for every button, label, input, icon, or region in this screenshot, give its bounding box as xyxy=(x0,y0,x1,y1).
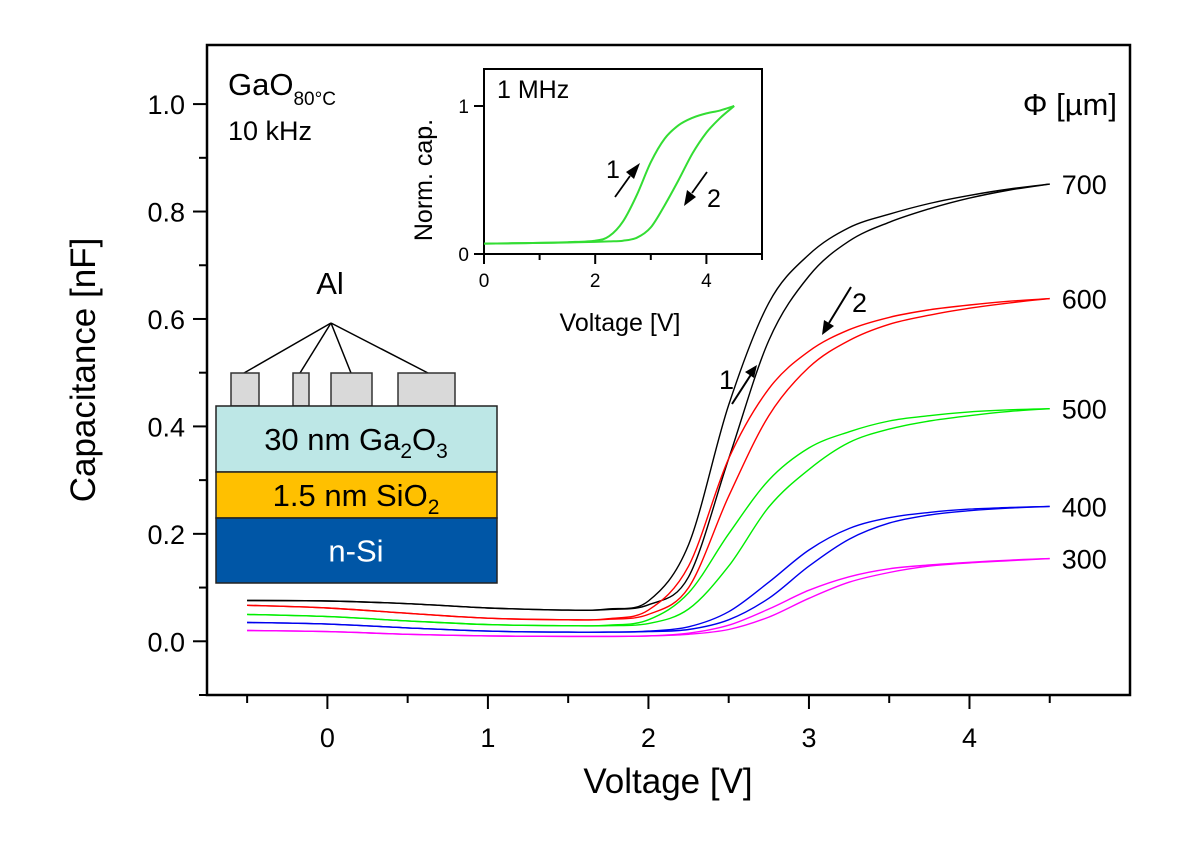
curve-400-sweep-2 xyxy=(247,505,1050,633)
curve-300-sweep-2 xyxy=(247,557,1050,638)
series-label-500: 500 xyxy=(1062,395,1107,425)
sample-subscript: 80°C xyxy=(293,89,335,110)
main-y-axis: 0.0 0.2 0.4 0.6 0.8 1.0 xyxy=(147,90,207,696)
sample-label: GaO80°C xyxy=(228,67,336,110)
series-label-300: 300 xyxy=(1062,545,1107,575)
x-tick-label: 2 xyxy=(641,723,656,753)
al-contact-3 xyxy=(330,372,373,407)
al-contacts xyxy=(230,372,456,407)
sweep-1-arrow xyxy=(731,365,757,405)
x-tick-label: 4 xyxy=(701,271,712,292)
x-tick-label: 4 xyxy=(962,723,977,753)
contact-leads xyxy=(243,322,429,374)
series-label-700: 700 xyxy=(1062,170,1107,200)
inset-x-axis-title: Voltage [V] xyxy=(560,309,681,337)
inset-y-axis-title: Norm. cap. xyxy=(410,119,438,241)
y-tick-label: 1 xyxy=(458,97,469,118)
contact-label: Al xyxy=(316,266,344,301)
y-tick-label: 1.0 xyxy=(147,90,185,120)
layer-1-label: 30 nm Ga2O3 xyxy=(264,422,448,463)
inset-title: 1 MHz xyxy=(497,76,569,104)
y-tick-label: 0 xyxy=(458,245,469,266)
x-tick-label: 1 xyxy=(480,723,495,753)
inset-y-axis: 01 xyxy=(458,97,484,266)
sweep-2-label: 2 xyxy=(852,288,867,318)
y-tick-label: 0.8 xyxy=(147,198,185,228)
layer-3 xyxy=(215,517,498,584)
y-tick-label: 0.4 xyxy=(147,412,185,442)
x-tick-label: 0 xyxy=(479,271,490,292)
sweep-2-arrow xyxy=(822,286,852,335)
series-labels: 700 600 500 400 300 xyxy=(1062,170,1107,574)
layer-1 xyxy=(215,405,498,473)
main-x-axis: 0 1 2 3 4 xyxy=(246,695,1051,753)
series-label-600: 600 xyxy=(1062,285,1107,315)
legend-title: Φ [µm] xyxy=(1023,87,1117,122)
sweep-1-label: 1 xyxy=(719,365,734,395)
inset-curve-sweep-2 xyxy=(483,105,735,245)
al-contact-1 xyxy=(230,372,260,407)
x-tick-label: 2 xyxy=(590,271,601,292)
device-schematic: Al 30 nm Ga2O3 1.5 nm SiO2 n-Si xyxy=(215,266,498,584)
layer-stack: 30 nm Ga2O3 1.5 nm SiO2 n-Si xyxy=(215,405,498,584)
al-contact-2 xyxy=(292,372,310,407)
frequency-label: 10 kHz xyxy=(228,116,312,146)
layer-3-label: n-Si xyxy=(328,534,383,569)
x-tick-label: 3 xyxy=(801,723,816,753)
inset-sweep-1-label: 1 xyxy=(606,156,620,184)
main-plot-frame xyxy=(205,43,1132,697)
y-tick-label: 0.0 xyxy=(147,627,185,657)
x-axis-title: Voltage [V] xyxy=(583,762,752,801)
inset-x-axis: 0 2 4 xyxy=(479,254,763,292)
al-contact-4 xyxy=(397,372,456,407)
y-tick-label: 0.2 xyxy=(147,520,185,550)
inset-curves xyxy=(483,105,735,245)
inset-sweep-1-arrow xyxy=(614,163,640,198)
main-curves xyxy=(247,183,1050,638)
inset-sweep-2-arrow xyxy=(684,171,708,206)
inset-sweep-2-label: 2 xyxy=(707,185,721,213)
sample-name: GaO xyxy=(228,67,293,102)
layer-2-label: 1.5 nm SiO2 xyxy=(273,478,440,519)
curve-500-sweep-2 xyxy=(247,408,1050,627)
y-axis-title: Capacitance [nF] xyxy=(64,238,103,503)
x-tick-label: 0 xyxy=(320,723,335,753)
y-tick-label: 0.6 xyxy=(147,305,185,335)
curve-600-sweep-2 xyxy=(247,297,1050,621)
series-label-400: 400 xyxy=(1062,492,1107,522)
